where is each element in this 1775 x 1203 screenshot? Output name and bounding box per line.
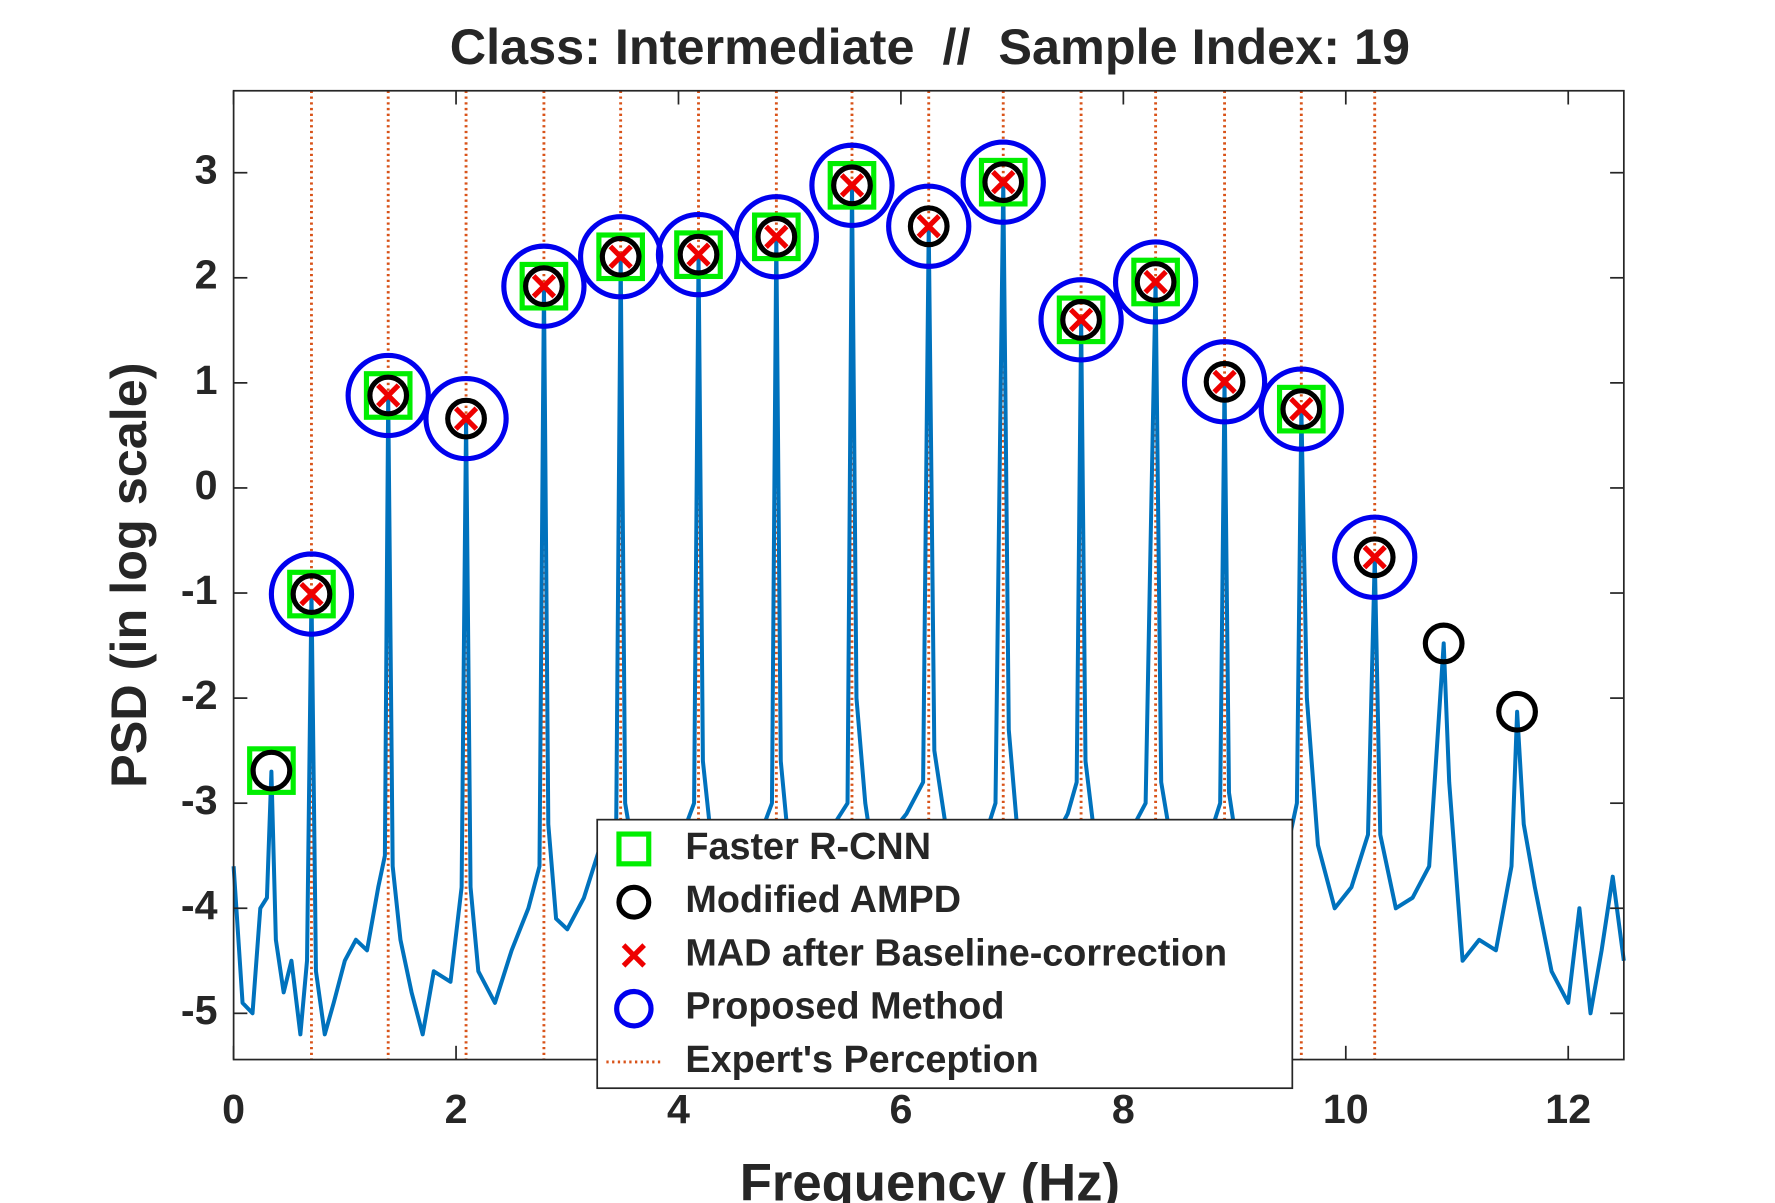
circle-marker bbox=[1496, 690, 1538, 733]
circle-marker bbox=[250, 749, 293, 792]
x-marker bbox=[531, 274, 557, 299]
x-marker bbox=[991, 170, 1016, 195]
legend-swatch bbox=[621, 943, 646, 968]
x-marker bbox=[686, 242, 711, 267]
y-axis-label: PSD (in log scale) bbox=[100, 362, 157, 787]
circle-marker bbox=[367, 374, 410, 417]
legend-swatch bbox=[616, 884, 652, 920]
circle-marker bbox=[501, 243, 587, 329]
x-marker bbox=[376, 383, 401, 408]
circle-marker bbox=[733, 194, 820, 280]
circle-marker bbox=[268, 551, 355, 637]
circle-marker bbox=[445, 397, 487, 440]
square-marker bbox=[1056, 295, 1106, 345]
y-tick-label: -3 bbox=[181, 777, 218, 823]
legend-box bbox=[596, 818, 1294, 1090]
circle-marker bbox=[982, 161, 1025, 204]
x-marker bbox=[299, 581, 324, 607]
y-tick-label: 0 bbox=[195, 462, 218, 508]
square-marker bbox=[247, 746, 296, 795]
circle-marker bbox=[831, 164, 873, 207]
legend-swatch bbox=[616, 831, 652, 867]
x-tick-label: 12 bbox=[1545, 1086, 1591, 1132]
square-marker bbox=[363, 371, 413, 420]
x-marker bbox=[839, 173, 865, 198]
y-tick-label: -5 bbox=[181, 987, 218, 1033]
circle-marker bbox=[677, 233, 720, 276]
legend-label: MAD after Baseline-correction bbox=[685, 932, 1227, 974]
circle-marker bbox=[1203, 360, 1246, 403]
legend-label: Modified AMPD bbox=[685, 879, 961, 921]
legend: Faster R-CNN Modified AMPD MAD after Basel… bbox=[596, 818, 1294, 1090]
circle-marker bbox=[1038, 277, 1124, 363]
legend-label: Faster R-CNN bbox=[685, 826, 931, 868]
circle-marker bbox=[1422, 622, 1465, 665]
y-tick-label: 3 bbox=[195, 147, 218, 193]
psd-line bbox=[231, 180, 1626, 1037]
square-marker bbox=[1131, 257, 1180, 307]
square-marker bbox=[287, 569, 336, 619]
y-tick-label: -1 bbox=[181, 567, 218, 613]
circle-marker bbox=[1258, 366, 1344, 452]
square-marker bbox=[827, 160, 877, 210]
x-tick-label: 6 bbox=[889, 1086, 912, 1132]
y-tick-label: 1 bbox=[195, 357, 218, 403]
circle-marker bbox=[1181, 339, 1268, 425]
x-marker bbox=[916, 214, 941, 239]
legend-swatch bbox=[614, 988, 654, 1029]
x-tick-label: 8 bbox=[1112, 1086, 1135, 1132]
square-marker bbox=[519, 261, 569, 311]
circle-marker bbox=[1353, 536, 1396, 579]
x-marker bbox=[608, 244, 633, 269]
circle-marker bbox=[423, 375, 509, 462]
circle-marker bbox=[523, 265, 565, 308]
x-marker bbox=[1362, 545, 1387, 570]
legend-label: Proposed Method bbox=[685, 986, 1004, 1028]
circle-marker bbox=[960, 139, 1046, 225]
square-marker bbox=[752, 212, 801, 262]
x-tick-label: 0 bbox=[222, 1086, 245, 1132]
circle-marker bbox=[809, 142, 895, 228]
circle-marker bbox=[290, 573, 333, 615]
x-tick-label: 4 bbox=[667, 1086, 690, 1132]
x-axis-label: Frequency (Hz) bbox=[740, 1154, 1120, 1203]
x-marker bbox=[1068, 307, 1094, 332]
x-tick-label: 10 bbox=[1323, 1086, 1369, 1132]
chart-title: Class: Intermediate // Sample Index: 19 bbox=[450, 18, 1410, 75]
circle-marker bbox=[1332, 514, 1418, 600]
x-marker bbox=[764, 224, 789, 249]
y-tick-label: -2 bbox=[181, 672, 218, 718]
circle-marker bbox=[1112, 239, 1199, 325]
square-marker bbox=[1276, 384, 1326, 434]
square-marker bbox=[978, 157, 1028, 207]
x-marker bbox=[1143, 269, 1168, 295]
y-tick-label: -4 bbox=[181, 882, 218, 928]
circle-marker bbox=[345, 352, 431, 439]
legend-label: Expert's Perception bbox=[685, 1039, 1038, 1081]
x-marker bbox=[1212, 369, 1237, 394]
square-marker bbox=[674, 230, 723, 280]
circle-marker bbox=[1134, 261, 1177, 303]
circle-marker bbox=[599, 235, 642, 278]
x-marker bbox=[1289, 397, 1314, 422]
circle-marker bbox=[1280, 388, 1323, 431]
y-tick-label: 2 bbox=[195, 252, 218, 298]
x-tick-label: 2 bbox=[445, 1086, 468, 1132]
x-marker bbox=[453, 406, 479, 431]
circle-marker bbox=[907, 205, 950, 248]
circle-marker bbox=[886, 183, 972, 269]
circle-marker bbox=[1060, 298, 1102, 341]
circle-marker bbox=[755, 215, 798, 258]
square-marker bbox=[596, 232, 645, 282]
